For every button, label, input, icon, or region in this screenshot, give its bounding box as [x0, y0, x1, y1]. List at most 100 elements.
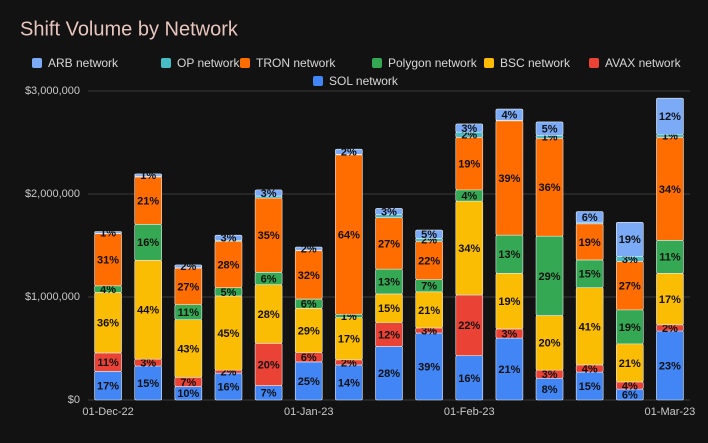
segment-label: 34% — [659, 184, 681, 196]
legend-label: TRON network — [256, 56, 336, 70]
segment-label: 2% — [341, 357, 357, 369]
segment-label: 7% — [421, 281, 437, 293]
segment-label: 39% — [498, 173, 520, 185]
segment-label: 4% — [461, 190, 477, 202]
legend-label: AVAX network — [605, 56, 682, 70]
legend-swatch — [240, 58, 250, 68]
segment-label: 21% — [137, 195, 159, 207]
segment-label: 5% — [421, 229, 437, 241]
segment-label: 22% — [418, 255, 440, 267]
segment-label: 31% — [97, 255, 119, 267]
segment-label: 13% — [378, 276, 400, 288]
segment-label: 29% — [298, 325, 320, 337]
bar-segment — [535, 121, 564, 136]
segment-label: 10% — [177, 388, 199, 400]
segment-label: 43% — [177, 343, 199, 355]
x-tick-label: 01-Jan-23 — [284, 406, 334, 418]
y-tick-label: $3,000,000 — [25, 85, 80, 97]
segment-label: 17% — [659, 294, 681, 306]
x-tick-label: 01-Mar-23 — [645, 406, 696, 418]
segment-label: 19% — [579, 237, 601, 249]
y-tick-label: $0 — [68, 394, 80, 406]
legend-swatch — [589, 58, 599, 68]
bar-segment — [214, 234, 243, 241]
segment-label: 3% — [140, 358, 156, 370]
segment-label: 6% — [582, 212, 598, 224]
segment-label: 28% — [378, 368, 400, 380]
segment-label: 17% — [97, 381, 119, 393]
segment-label: 21% — [418, 305, 440, 317]
segment-label: 16% — [458, 373, 480, 385]
bar-segment — [134, 173, 162, 177]
segment-label: 16% — [137, 237, 159, 249]
segment-label: 28% — [217, 259, 239, 271]
segment-label: 4% — [622, 380, 638, 392]
segment-label: 27% — [177, 281, 199, 293]
bar-segment — [415, 229, 443, 239]
segment-label: 3% — [501, 328, 517, 340]
legend-swatch — [372, 58, 382, 68]
segment-label: 7% — [261, 388, 277, 400]
segment-label: 4% — [501, 110, 517, 122]
segment-label: 15% — [579, 269, 601, 281]
segment-label: 11% — [178, 307, 200, 319]
segment-label: 8% — [542, 384, 558, 396]
legend-label: BSC network — [500, 56, 571, 70]
segment-label: 12% — [378, 330, 400, 342]
legend-swatch — [161, 58, 171, 68]
segment-label: 15% — [137, 378, 159, 390]
segment-label: 19% — [458, 159, 480, 171]
x-tick-label: 01-Dec-22 — [82, 406, 133, 418]
segment-label: 27% — [378, 238, 400, 250]
segment-label: 22% — [458, 320, 480, 332]
segment-label: 14% — [338, 377, 360, 389]
bar-segment — [174, 264, 203, 268]
bar-segment — [254, 189, 283, 197]
segment-label: 13% — [498, 249, 520, 261]
segment-label: 3% — [261, 188, 277, 200]
legend-label: SOL network — [329, 74, 399, 88]
legend-label: ARB network — [48, 56, 119, 70]
legend-swatch — [32, 58, 42, 68]
segment-label: 11% — [659, 252, 681, 264]
segment-label: 19% — [619, 322, 641, 334]
bar-segment — [455, 123, 484, 133]
segment-label: 21% — [498, 364, 520, 376]
segment-label: 11% — [97, 357, 119, 369]
segment-label: 2% — [301, 243, 317, 255]
segment-label: 5% — [542, 124, 558, 136]
segment-label: 2% — [461, 130, 477, 142]
segment-label: 3% — [421, 325, 437, 337]
segment-label: 3% — [461, 123, 477, 135]
chart-title: Shift Volume by Network — [20, 18, 239, 40]
segment-label: 2% — [662, 323, 678, 335]
y-tick-label: $2,000,000 — [25, 188, 80, 200]
segment-label: 20% — [258, 359, 280, 371]
segment-label: 32% — [298, 270, 320, 282]
legend-label: OP network — [177, 56, 240, 70]
segment-label: 17% — [338, 334, 360, 346]
bar-segment — [615, 222, 644, 257]
segment-label: 23% — [659, 360, 681, 372]
segment-label: 19% — [619, 234, 641, 246]
bar-segment — [375, 208, 403, 215]
segment-label: 15% — [579, 381, 601, 393]
segment-label: 6% — [622, 389, 638, 401]
segment-label: 6% — [301, 299, 317, 311]
segment-label: 36% — [97, 318, 119, 330]
segment-label: 36% — [539, 182, 561, 194]
segment-label: 4% — [100, 284, 116, 296]
segment-label: 7% — [180, 377, 196, 389]
segment-label: 3% — [221, 233, 237, 245]
bar-segment — [294, 246, 323, 251]
segment-label: 4% — [582, 363, 598, 375]
segment-label: 1% — [100, 227, 116, 239]
segment-label: 5% — [221, 287, 237, 299]
segment-label: 27% — [619, 281, 641, 293]
legend-swatch — [484, 58, 494, 68]
segment-label: 64% — [338, 230, 360, 242]
segment-label: 12% — [659, 111, 681, 123]
segment-label: 41% — [579, 321, 601, 333]
segment-label: 3% — [542, 369, 558, 381]
